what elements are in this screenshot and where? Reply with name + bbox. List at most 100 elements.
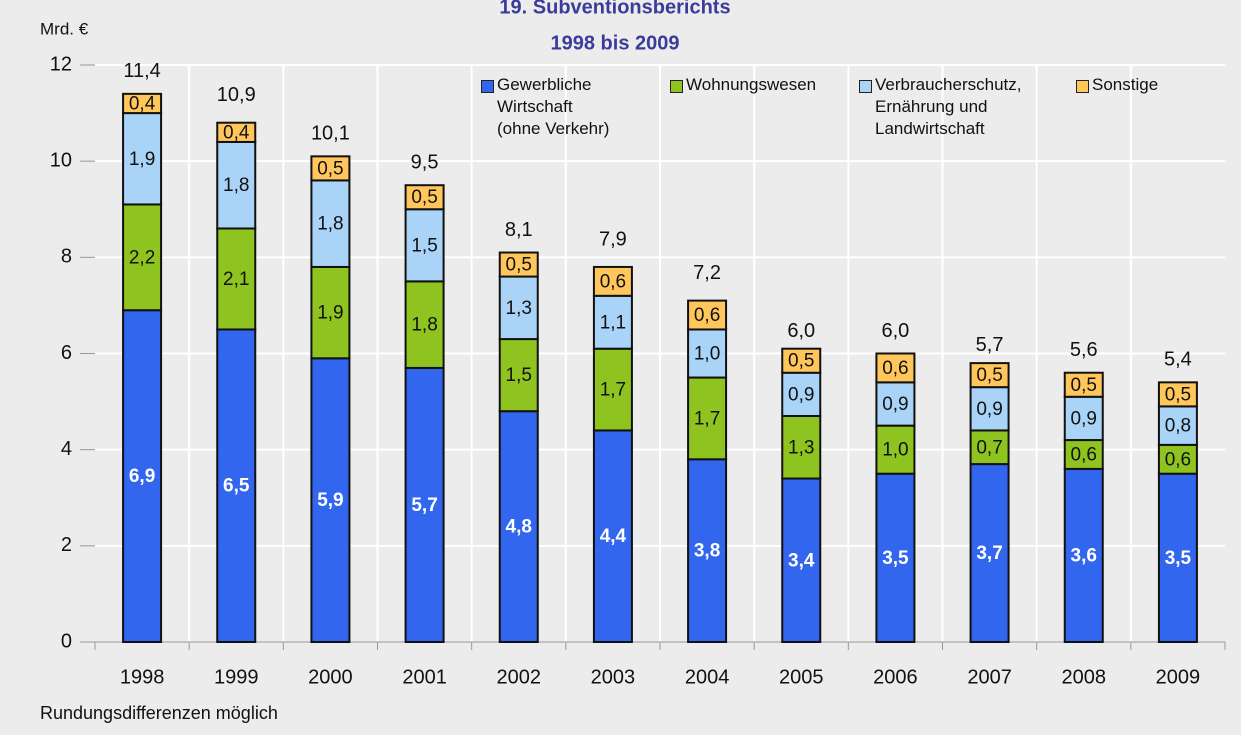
total-label: 10,1 (311, 123, 350, 145)
value-label: 1,7 (694, 408, 720, 429)
value-label: 0,5 (506, 255, 532, 276)
value-label: 3,7 (976, 543, 1002, 564)
total-label: 6,0 (787, 320, 815, 342)
x-tick-label: 2009 (1156, 666, 1201, 688)
value-label: 3,4 (788, 550, 815, 571)
value-label: 1,9 (129, 149, 155, 170)
bar-segment (216, 227, 257, 331)
value-label: 1,8 (411, 315, 437, 336)
y-tick-label: 6 (61, 342, 72, 364)
bar-segment (1157, 472, 1198, 644)
value-label: 1,9 (317, 303, 343, 324)
value-label: 2,1 (223, 269, 249, 290)
legend-swatch (859, 80, 872, 93)
bar-segment (875, 352, 916, 384)
total-label: 7,9 (599, 228, 627, 250)
x-tick-label: 2006 (873, 666, 918, 688)
bar-segment (969, 386, 1010, 432)
bar-segment (687, 328, 728, 379)
bar-segment (122, 92, 163, 115)
legend-swatch (670, 80, 683, 93)
value-label: 1,0 (694, 344, 720, 365)
total-label: 6,0 (882, 320, 910, 342)
x-tick-label: 2007 (967, 666, 1012, 688)
value-label: 2,2 (129, 247, 155, 268)
value-label: 0,5 (1165, 384, 1191, 405)
x-tick-label: 2008 (1062, 666, 1107, 688)
bar-segment (122, 203, 163, 312)
value-label: 1,7 (600, 380, 626, 401)
bar-segment (404, 184, 445, 211)
value-label: 6,9 (129, 466, 155, 487)
value-label: 0,5 (1071, 375, 1097, 396)
value-label: 1,3 (506, 298, 532, 319)
legend-label: Gewerbliche Wirtschaft (ohne Verkehr) (497, 75, 610, 138)
total-label: 5,7 (976, 334, 1004, 356)
total-label: 7,2 (693, 262, 721, 284)
bar-segment (1063, 371, 1104, 398)
value-label: 3,6 (1071, 545, 1097, 566)
value-label: 1,8 (223, 175, 249, 196)
value-label: 0,6 (882, 358, 908, 379)
bar-segment (1157, 405, 1198, 446)
bar-segment (310, 179, 351, 268)
total-label: 5,6 (1070, 339, 1098, 361)
value-label: 0,5 (788, 351, 814, 372)
value-label: 3,8 (694, 541, 720, 562)
bar-segment (1063, 395, 1104, 442)
y-tick-label: 12 (50, 53, 72, 75)
value-label: 0,6 (694, 305, 720, 326)
value-label: 6,5 (223, 476, 250, 497)
value-label: 1,8 (317, 214, 343, 235)
bar-segment (404, 208, 445, 283)
value-label: 1,3 (788, 437, 814, 458)
bar-segment (216, 328, 257, 643)
bar-segment (592, 265, 633, 297)
x-tick-label: 2005 (779, 666, 824, 688)
bar-segment (216, 121, 257, 143)
value-label: 0,7 (976, 437, 1002, 458)
value-label: 3,5 (1165, 548, 1192, 569)
x-tick-label: 1999 (214, 666, 259, 688)
bar-segment (310, 357, 351, 643)
x-tick-label: 2002 (497, 666, 542, 688)
bar-segment (781, 415, 822, 480)
bar-segment (687, 376, 728, 461)
total-label: 11,4 (123, 60, 160, 82)
value-label: 5,9 (317, 490, 343, 511)
x-tick-label: 2003 (591, 666, 636, 688)
note: Rundungsdifferenzen möglich (40, 703, 278, 723)
bar-segment (404, 366, 445, 643)
value-label: 5,7 (411, 495, 437, 516)
x-tick-label: 1998 (120, 666, 165, 688)
value-label: 1,0 (882, 440, 908, 461)
bar-segment (969, 362, 1010, 389)
value-label: 0,6 (1165, 449, 1191, 470)
y-axis-label: Mrd. € (40, 19, 89, 38)
legend-swatch (481, 80, 494, 93)
bar-segment (310, 265, 351, 360)
value-label: 0,8 (1165, 416, 1191, 437)
bar-segment (781, 347, 822, 374)
y-tick-label: 0 (61, 630, 72, 652)
bar-segment (310, 155, 351, 182)
legend-label: Sonstige (1092, 75, 1159, 94)
bar-segment (687, 458, 728, 643)
bar-segment (498, 338, 539, 413)
value-label: 1,1 (600, 312, 626, 333)
bar-segment (122, 309, 163, 643)
x-tick-label: 2001 (402, 666, 447, 688)
value-label: 0,6 (1071, 444, 1097, 465)
legend-label: Wohnungswesen (686, 75, 817, 94)
total-label: 5,4 (1164, 349, 1192, 371)
chart-title: 19. Subventionsberichts (499, 0, 730, 18)
y-tick-label: 2 (61, 534, 72, 556)
bar-segment (498, 251, 539, 278)
legend-swatch (1076, 80, 1089, 93)
value-label: 0,4 (223, 122, 250, 143)
y-tick-label: 10 (50, 149, 72, 171)
x-tick-label: 2004 (685, 666, 730, 688)
value-label: 4,8 (506, 517, 532, 538)
